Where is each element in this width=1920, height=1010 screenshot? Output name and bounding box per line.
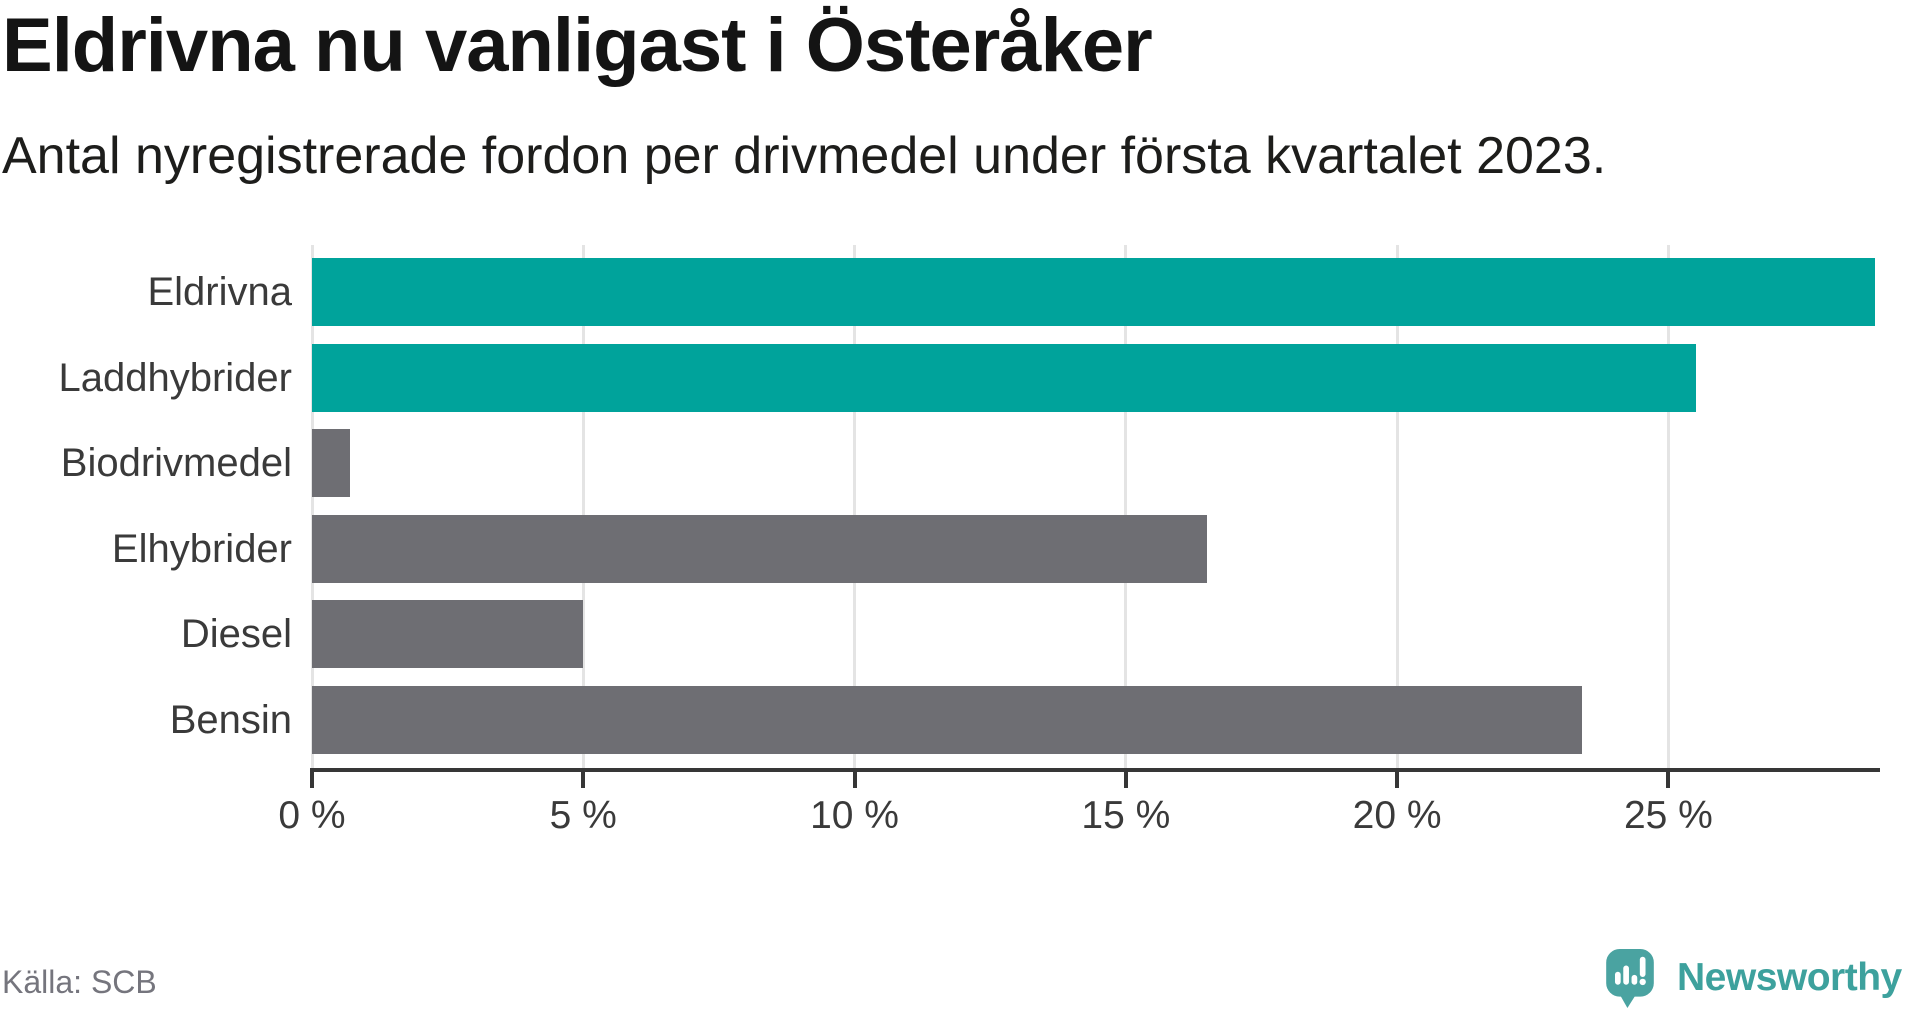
category-label: Eldrivna [147,270,292,314]
category-label: Elhybrider [111,526,292,571]
x-tick [1666,772,1671,788]
gridline [1124,245,1128,770]
bar [312,686,1582,754]
source-note: Källa: SCB [2,964,157,1000]
x-tick-label: 0 % [278,794,346,837]
x-tick-label: 10 % [810,794,899,837]
bar [312,343,1696,412]
x-tick [310,772,314,788]
category-label: Laddhybrider [58,355,293,400]
x-tick [1123,772,1128,788]
bar [312,258,1875,326]
chart-title: Eldrivna nu vanligast i Österåker [2,3,1153,88]
gridline [581,245,585,770]
gridline [1666,245,1670,770]
x-tick [581,772,586,788]
newsworthy-logo-icon [1606,948,1654,1008]
newsworthy-logo: Newsworthy [1605,948,1902,1008]
x-tick-label: 15 % [1081,794,1171,837]
x-tick-label: 20 % [1352,794,1442,837]
gridline [853,245,857,770]
bar [312,514,1208,583]
x-tick [852,772,857,788]
brand-name: Newsworthy [1677,956,1902,999]
gridline [1395,245,1399,770]
x-tick-label: 25 % [1623,794,1713,837]
chart-subtitle: Antal nyregistrerade fordon per drivmede… [2,127,1607,185]
bar [312,429,350,498]
x-tick-label: 5 % [549,794,617,837]
category-label: Diesel [180,612,292,657]
category-label: Bensin [169,698,292,742]
x-tick [1395,772,1400,788]
x-axis-line [310,768,1880,772]
category-label: Biodrivmedel [60,441,292,486]
gridline [310,245,314,770]
bar [312,600,584,669]
